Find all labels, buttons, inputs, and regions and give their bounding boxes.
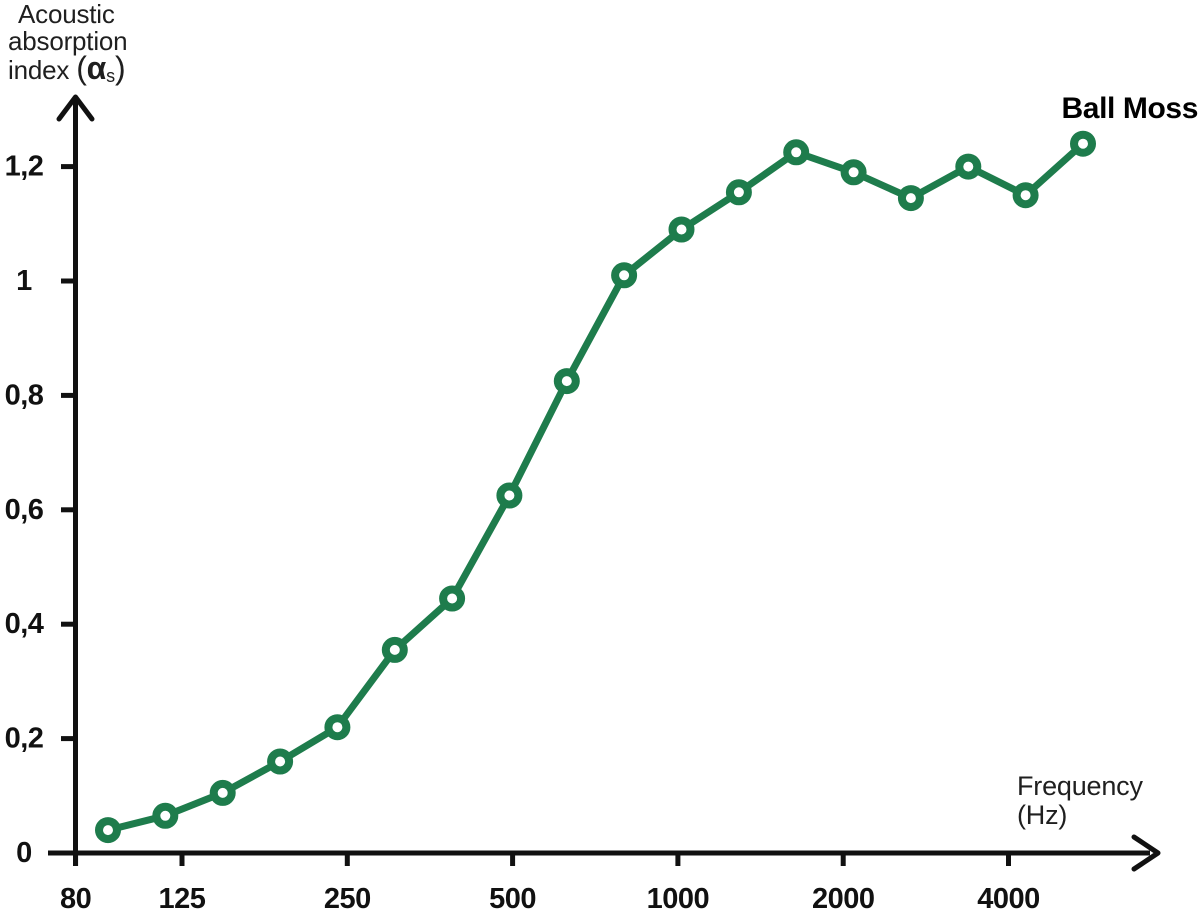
x-axis-title: Frequency (Hz) [1017,772,1143,830]
alpha-subscript: s [106,66,115,86]
x-axis-arrow-icon [1131,834,1161,872]
data-point-marker [324,714,351,741]
x-tick-label: 4000 [977,883,1040,915]
data-point-marker [95,817,121,844]
data-point-marker [783,139,810,166]
data-point-marker [668,216,695,243]
y-tick-label: 0 [16,837,32,869]
x-tick-label: 1000 [647,883,710,915]
y-axis-title: Acoustic absorption index (αs) [8,0,128,90]
y-tick-label: 1,2 [5,151,44,183]
y-axis-title-line1: Acoustic [18,0,115,29]
x-axis-title-line2: (Hz) [1017,800,1068,830]
data-point-marker [1070,130,1096,157]
x-axis-title-line1: Frequency [1017,771,1143,801]
x-tick-label: 125 [159,883,206,915]
data-line [104,140,1087,834]
data-point-marker [840,159,867,186]
y-tick-label: 1 [16,265,32,297]
data-point-marker [553,368,580,395]
data-point-marker [1012,182,1039,209]
y-axis-title-line3: index (αs) [8,50,126,86]
y-axis-title-line2: absorption [8,26,128,56]
data-point-marker [725,179,752,206]
x-tick-label: 80 [60,883,91,915]
data-point-marker [152,802,179,829]
y-tick-label: 0,8 [5,379,44,411]
data-point-marker [955,153,982,180]
alpha-s-symbol: (αs) [76,50,126,86]
data-point-marker [897,185,924,212]
y-axis-arrow-icon [56,94,95,122]
data-point-marker [611,262,638,289]
series-label: Ball Moss [1061,92,1199,125]
x-tick-label: 250 [324,883,371,915]
data-point-marker [267,748,294,775]
x-tick-label: 500 [489,883,536,915]
y-tick-label: 0,2 [5,723,44,755]
y-tick-label: 0,4 [5,608,44,640]
data-point-marker [496,482,523,509]
alpha-glyph: α [86,50,107,86]
data-point-marker [439,585,466,612]
x-tick-label: 2000 [812,883,875,915]
y-tick-label: 0,6 [5,494,44,526]
data-point-marker [209,779,236,806]
data-point-marker [381,636,408,663]
